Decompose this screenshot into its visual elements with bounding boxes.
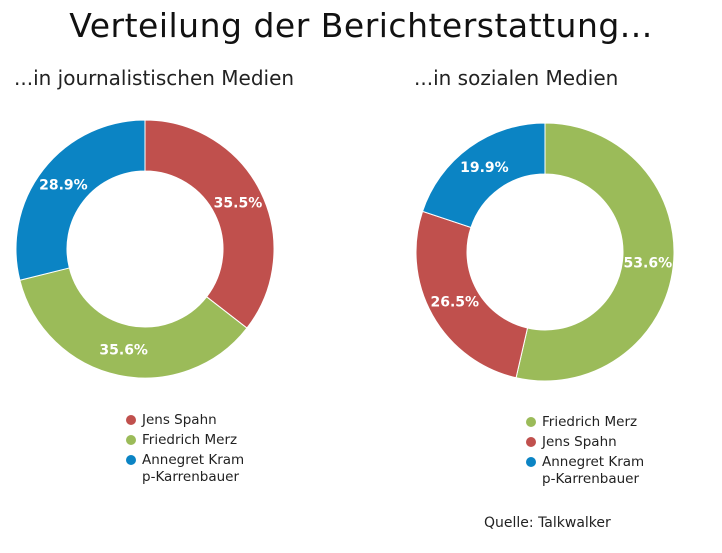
legend-label: Annegret Kram p-Karrenbauer: [142, 452, 245, 485]
donut-slice-annegret-kramp-karrenbauer: [421, 122, 546, 229]
slice-value-label: 26.5%: [430, 295, 479, 311]
donut-slice-friedrich-merz: [515, 122, 675, 382]
chart-subtitle-social: ...in sozialen Medien: [414, 66, 619, 90]
donut-slice-annegret-kramp-karrenbauer: [15, 119, 146, 281]
legend-social: Friedrich Merz Jens Spahn Annegret Kram p-K…: [526, 414, 662, 491]
source-note: Quelle: Talkwalker: [484, 515, 611, 531]
legend-item: Annegret Kram p-Karrenbauer: [126, 452, 262, 486]
legend-swatch: [526, 457, 536, 467]
legend-label: Annegret Kram p-Karrenbauer: [542, 454, 645, 487]
legend-item: Annegret Kram p-Karrenbauer: [526, 454, 662, 488]
slice-value-label: 19.9%: [460, 160, 509, 176]
slice-value-label: 35.6%: [99, 342, 148, 358]
legend-swatch: [126, 455, 136, 465]
legend-swatch: [126, 435, 136, 445]
donut-slice-jens-spahn: [415, 210, 529, 379]
donut-slice-jens-spahn: [144, 119, 275, 329]
chart-title: Verteilung der Berichterstattung...: [69, 6, 653, 45]
donut-chart-social: 53.6% 26.5% 19.9%: [415, 122, 675, 382]
legend-item: Friedrich Merz: [526, 414, 662, 431]
slice-value-label: 28.9%: [39, 177, 88, 193]
legend-item: Friedrich Merz: [126, 432, 262, 449]
legend-journalistic: Jens Spahn Friedrich Merz Annegret Kram p-K…: [126, 412, 262, 489]
donut-slice-friedrich-merz: [19, 267, 248, 379]
legend-label: Friedrich Merz: [542, 414, 638, 430]
legend-swatch: [526, 417, 536, 427]
legend-label: Jens Spahn: [142, 412, 217, 428]
donut-chart-journalistic: 35.5% 35.6% 28.9%: [15, 119, 275, 379]
chart-subtitle-journalistic: ...in journalistischen Medien: [14, 66, 295, 90]
legend-label: Jens Spahn: [542, 434, 617, 450]
legend-swatch: [126, 415, 136, 425]
legend-item: Jens Spahn: [126, 412, 262, 429]
slice-value-label: 35.5%: [214, 195, 263, 211]
slice-value-label: 53.6%: [624, 256, 673, 272]
legend-item: Jens Spahn: [526, 434, 662, 451]
legend-swatch: [526, 437, 536, 447]
legend-label: Friedrich Merz: [142, 432, 238, 448]
